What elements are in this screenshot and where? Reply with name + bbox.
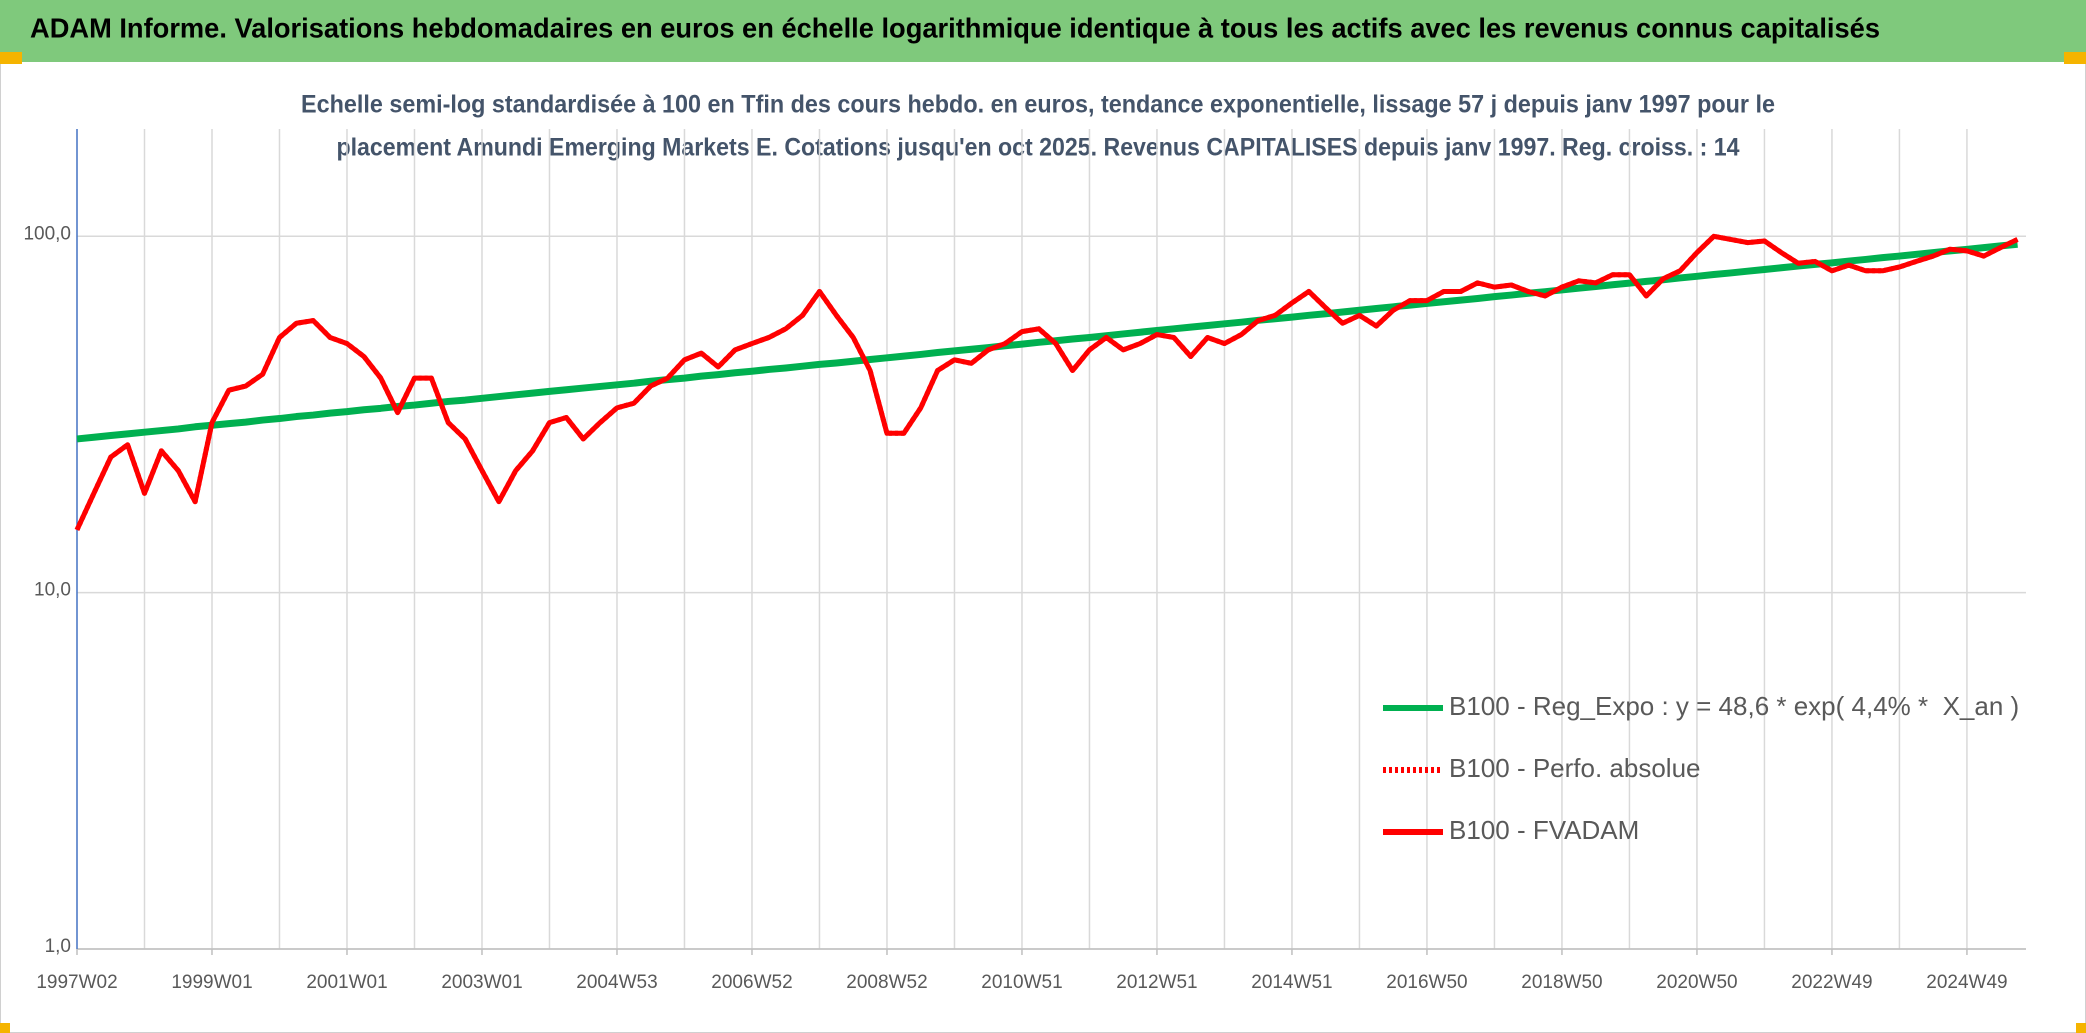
x-tick-label: 2003W01 <box>441 972 522 993</box>
corner <box>0 52 22 64</box>
x-tick-label: 2018W50 <box>1521 972 1602 993</box>
x-tick-label: 1999W01 <box>171 972 252 993</box>
legend-label: B100 - FVADAM <box>1449 815 1639 845</box>
title-banner <box>0 0 2086 62</box>
x-tick-label: 2014W51 <box>1251 972 1332 993</box>
legend: B100 - Reg_Expo : y = 48,6 * exp( 4,4% *… <box>1383 691 2019 845</box>
chart-title: ADAM Informe. Valorisations hebdomadaire… <box>30 12 1880 43</box>
x-tick-label: 2016W50 <box>1386 972 1467 993</box>
x-tick-label: 2008W52 <box>846 972 927 993</box>
legend-label: B100 - Reg_Expo : y = 48,6 * exp( 4,4% *… <box>1449 691 2019 721</box>
x-tick-label: 2004W53 <box>576 972 657 993</box>
y-tick-label: 10,0 <box>34 580 71 601</box>
corner <box>2064 52 2086 64</box>
x-tick-label: 2012W51 <box>1116 972 1197 993</box>
chart-subtitle: Echelle semi-log standardisée à 100 en T… <box>301 91 1775 119</box>
corner <box>0 1023 10 1033</box>
x-tick-label: 2022W49 <box>1791 972 1872 993</box>
plot-area: 1,0 10,0 100,0 1997W02 1999W01 2001W01 2003W01… <box>23 129 2026 993</box>
corner <box>2076 1023 2086 1033</box>
y-tick-label: 100,0 <box>23 223 71 244</box>
x-tick-label: 2010W51 <box>981 972 1062 993</box>
y-tick-label: 1,0 <box>45 936 71 957</box>
legend-label: B100 - Perfo. absolue <box>1449 753 1701 783</box>
x-tick-label: 2001W01 <box>306 972 387 993</box>
x-tick-label: 2006W52 <box>711 972 792 993</box>
series-line <box>74 233 2019 531</box>
x-tick-label: 2020W50 <box>1656 972 1737 993</box>
chart-subtitle: placement Amundi Emerging Markets E. Cot… <box>337 134 1740 162</box>
x-tick-label: 1997W02 <box>36 972 117 993</box>
x-tick-label: 2024W49 <box>1926 972 2007 993</box>
